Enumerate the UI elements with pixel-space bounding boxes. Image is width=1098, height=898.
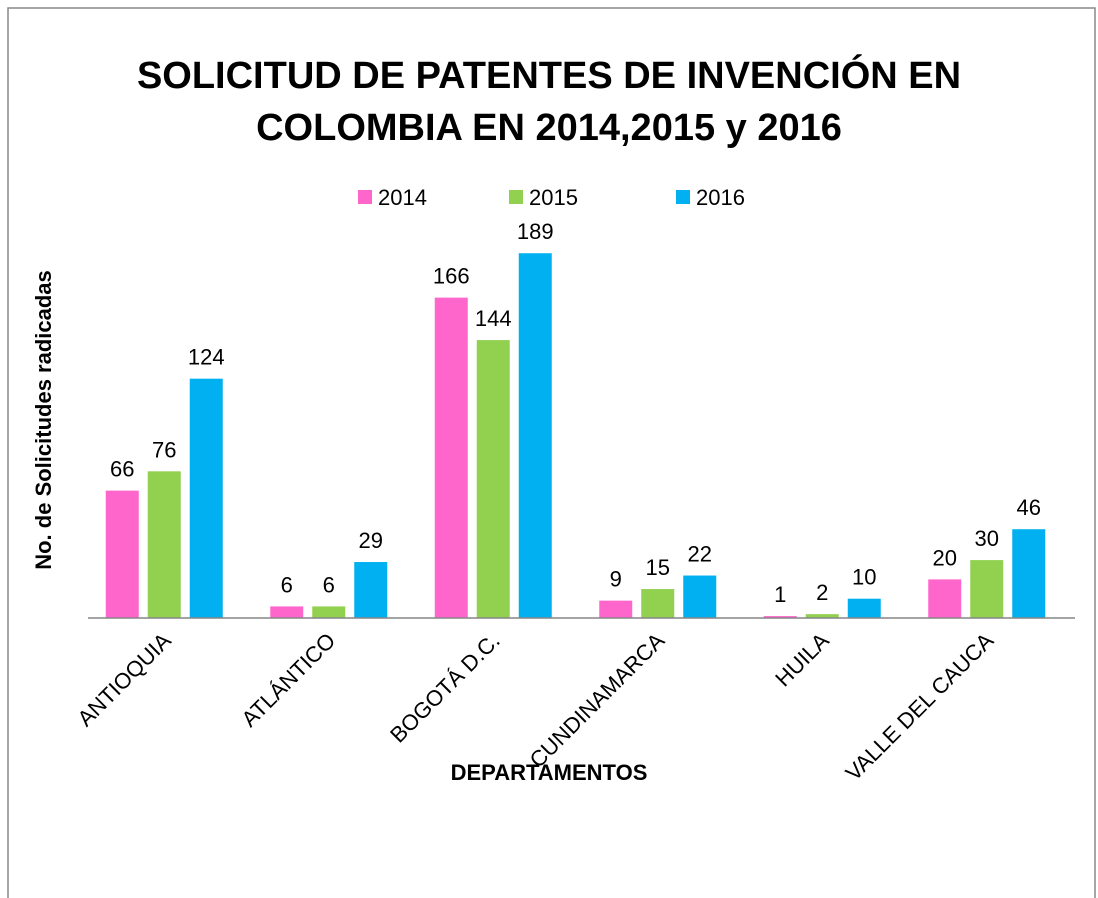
legend-swatch — [509, 190, 523, 204]
y-axis-title: No. de Solicitudes radicadas — [31, 270, 56, 570]
data-label: 189 — [517, 219, 554, 244]
bar — [928, 579, 962, 618]
bar — [270, 606, 304, 618]
bar — [599, 600, 633, 618]
legend-label: 2016 — [696, 185, 745, 210]
data-label: 15 — [646, 555, 670, 580]
data-label: 20 — [933, 545, 957, 570]
data-label: 9 — [610, 567, 622, 592]
bar — [105, 490, 139, 618]
bar — [518, 253, 552, 619]
data-label: 166 — [433, 264, 470, 289]
bar — [476, 340, 510, 618]
data-label: 30 — [975, 526, 999, 551]
data-label: 2 — [816, 580, 828, 605]
bar — [805, 614, 839, 618]
bar — [970, 560, 1004, 618]
legend-label: 2015 — [529, 185, 578, 210]
bar — [189, 378, 223, 618]
bar — [354, 562, 388, 618]
data-label: 6 — [323, 572, 335, 597]
legend-swatch — [358, 190, 372, 204]
data-label: 76 — [152, 437, 176, 462]
bar — [312, 606, 346, 618]
bar — [847, 598, 881, 618]
data-label: 46 — [1017, 495, 1041, 520]
data-label: 22 — [688, 542, 712, 567]
data-label: 29 — [359, 528, 383, 553]
data-label: 66 — [110, 457, 134, 482]
data-label: 10 — [852, 565, 876, 590]
data-label: 124 — [188, 345, 225, 370]
bar — [434, 297, 468, 618]
bar — [1012, 529, 1046, 618]
bar — [683, 575, 717, 618]
bar — [641, 589, 675, 618]
chart-title: SOLICITUD DE PATENTES DE INVENCIÓN EN — [137, 53, 961, 97]
data-label: 1 — [774, 582, 786, 607]
bar — [147, 471, 181, 618]
data-label: 144 — [475, 306, 512, 331]
data-label: 6 — [281, 572, 293, 597]
bar — [763, 616, 797, 618]
x-axis-title: DEPARTAMENTOS — [451, 760, 648, 785]
legend-swatch — [676, 190, 690, 204]
chart-title: COLOMBIA EN 2014,2015 y 2016 — [256, 107, 842, 149]
legend-label: 2014 — [378, 185, 427, 210]
